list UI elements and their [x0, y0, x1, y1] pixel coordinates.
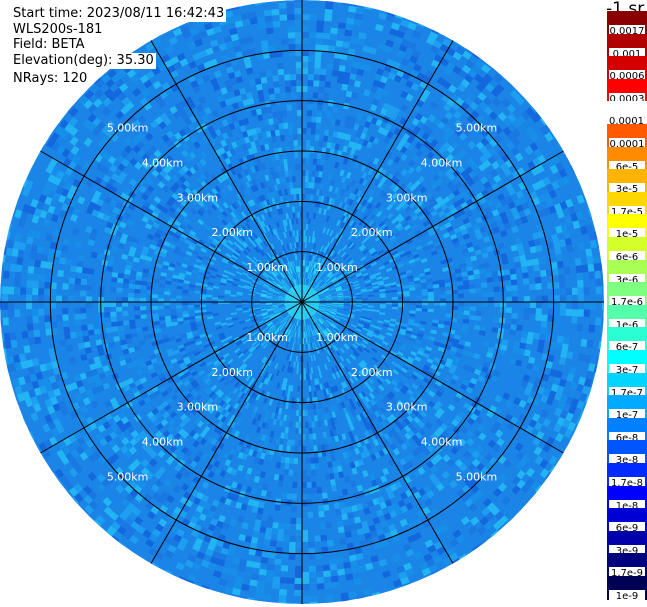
- range-tick-label: 5.00km: [456, 470, 498, 483]
- range-labels: 1.00km 1.00km 1.00km 1.00km 2.00km 2.00km 2.00…: [107, 122, 497, 484]
- range-tick-label: 3.00km: [386, 191, 428, 204]
- start-time-label: Start time: 2023/08/11 16:42:43: [11, 6, 227, 22]
- elevation-label: Elevation(deg): 35.30: [11, 53, 156, 69]
- azimuth-spoke: [150, 301, 303, 564]
- heatmap-cells: [0, 0, 604, 604]
- range-tick-label: 4.00km: [142, 156, 184, 169]
- range-tick-label: 5.00km: [107, 122, 149, 135]
- range-tick-label: 1.00km: [246, 261, 288, 274]
- polar-grid: [0, 0, 604, 604]
- azimuth-spoke: [301, 301, 564, 454]
- range-tick-label: 5.00km: [107, 470, 149, 483]
- range-tick-label: 2.00km: [351, 226, 393, 239]
- azimuth-spoke: [150, 40, 303, 303]
- range-tick-label: 4.00km: [421, 156, 463, 169]
- azimuth-spoke: [301, 40, 454, 303]
- range-tick-label: 1.00km: [316, 261, 358, 274]
- device-label: WLS200s-181: [11, 22, 105, 38]
- azimuth-spoke: [40, 150, 303, 303]
- heatmap-cells: [0, 0, 602, 604]
- range-tick-label: 2.00km: [211, 226, 253, 239]
- azimuth-spoke: [301, 150, 564, 303]
- range-tick-label: 4.00km: [142, 436, 184, 449]
- heatmap-cells: [3, 7, 604, 604]
- range-tick-label: 3.00km: [177, 401, 219, 414]
- nrays-label: NRays: 120: [11, 71, 90, 87]
- range-tick-label: 4.00km: [421, 436, 463, 449]
- azimuth-spoke: [301, 301, 454, 564]
- range-tick-label: 3.00km: [386, 401, 428, 414]
- range-tick-label: 3.00km: [177, 191, 219, 204]
- range-tick-label: 2.00km: [351, 366, 393, 379]
- range-tick-label: 5.00km: [456, 122, 498, 135]
- colorbar-tick-label: 1e-9: [609, 590, 645, 604]
- azimuth-spoke: [40, 301, 303, 454]
- range-tick-label: 2.00km: [211, 366, 253, 379]
- range-tick-label: 1.00km: [246, 331, 288, 344]
- field-label: Field: BETA: [11, 37, 87, 53]
- range-tick-label: 1.00km: [316, 331, 358, 344]
